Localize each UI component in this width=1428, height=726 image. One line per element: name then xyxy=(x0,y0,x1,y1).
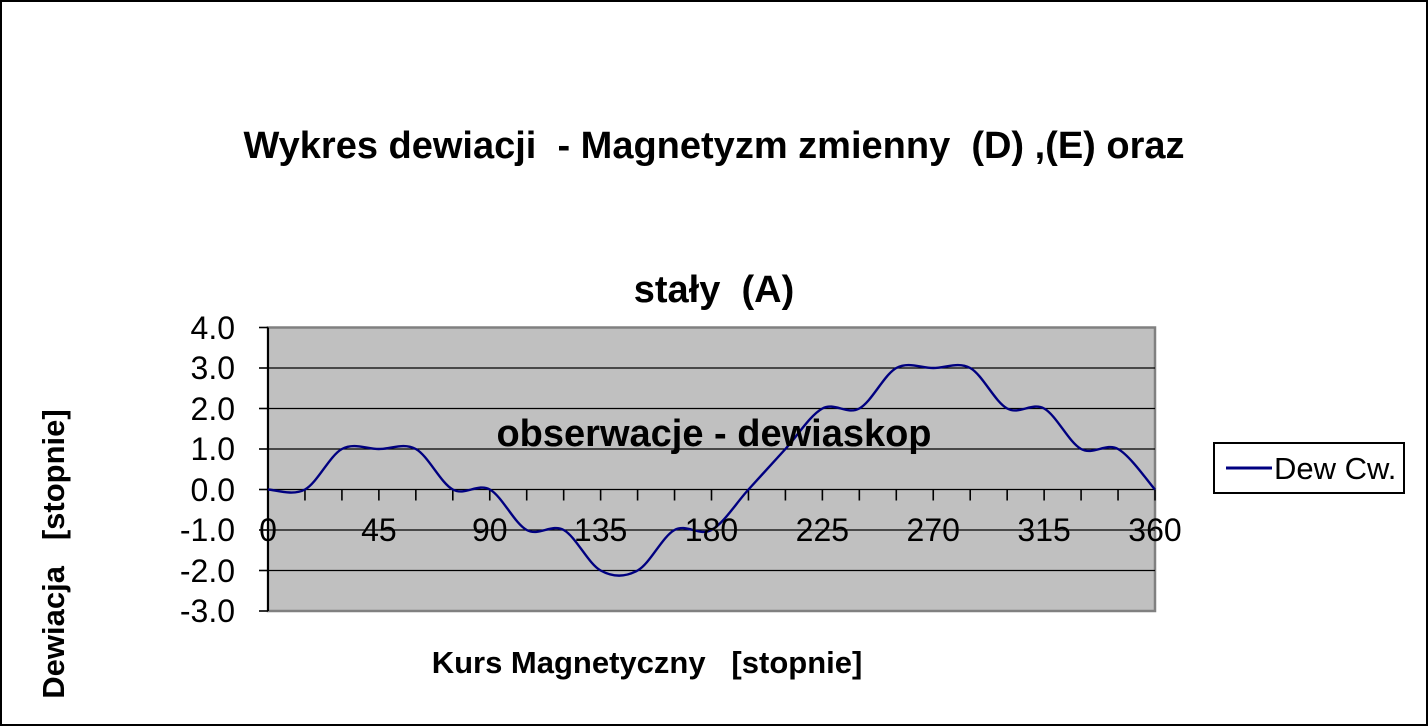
x-tick-label-135: 135 xyxy=(573,512,628,548)
legend: Dew Cw. xyxy=(1213,442,1405,494)
chart-title-line-1: Wykres dewiacji - Magnetyzm zmienny (D) … xyxy=(243,125,1185,167)
y-tick-label-1.0: 1.0 xyxy=(190,431,235,467)
y-tick-label-3.0: 3.0 xyxy=(190,350,235,386)
x-tick-label-360: 360 xyxy=(1128,512,1182,548)
y-tick-label-0.0: 0.0 xyxy=(190,471,235,508)
y-tick-label-4.0: 4.0 xyxy=(190,309,235,346)
chart-title-line-2: stały (A) xyxy=(633,269,795,311)
series-line-dew-cw xyxy=(267,363,1156,577)
y-axis-title: Dewiacja [stopnie] xyxy=(36,409,71,699)
chart-title: Wykres dewiacji - Magnetyzm zmienny (D) … xyxy=(2,26,1426,554)
y-tick-label--1.0: -1.0 xyxy=(179,512,235,548)
x-tick-label-90: 90 xyxy=(471,512,508,548)
y-tick-label--3.0: -3.0 xyxy=(179,593,235,629)
x-tick-label-315: 315 xyxy=(1017,512,1071,548)
x-tick-label-270: 270 xyxy=(906,512,960,548)
plot-background xyxy=(266,326,1157,613)
y-tick-label--2.0: -2.0 xyxy=(179,552,235,589)
legend-line-sample xyxy=(1226,466,1272,470)
x-tick-label-0: 0 xyxy=(259,512,277,548)
x-tick-label-225: 225 xyxy=(795,512,850,548)
chart-title-line-3: obserwacje - dewiaskop xyxy=(496,413,932,455)
x-tick-label-180: 180 xyxy=(684,512,739,548)
y-tick-label-2.0: 2.0 xyxy=(190,390,235,427)
x-axis-title: Kurs Magnetyczny [stopnie] xyxy=(431,645,863,680)
x-tick-label-45: 45 xyxy=(361,512,397,548)
legend-label: Dew Cw. xyxy=(1274,450,1397,486)
